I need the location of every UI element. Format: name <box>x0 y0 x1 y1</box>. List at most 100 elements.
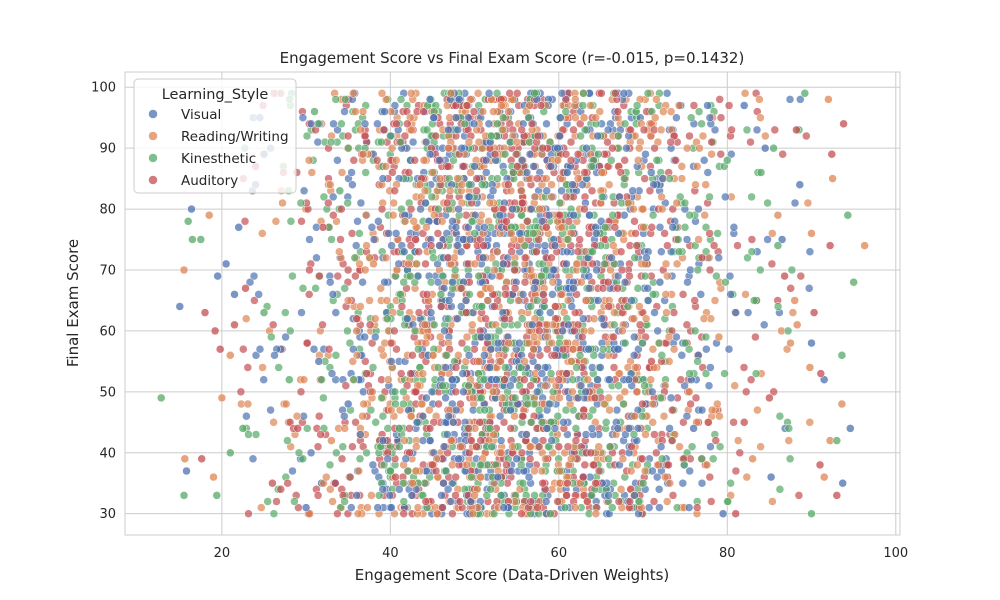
scatter-point <box>605 405 614 415</box>
scatter-point <box>526 302 535 311</box>
scatter-point <box>742 472 752 482</box>
scatter-point <box>731 466 741 476</box>
scatter-point <box>731 509 740 518</box>
scatter-point <box>562 259 571 269</box>
scatter-point <box>368 363 378 372</box>
scatter-point <box>441 363 450 372</box>
scatter-point <box>755 95 764 104</box>
scatter-point <box>510 265 519 275</box>
scatter-point <box>325 460 335 470</box>
scatter-point <box>804 284 814 293</box>
scatter-point <box>456 284 466 293</box>
scatter-point <box>401 454 411 464</box>
scatter-point <box>378 174 388 183</box>
scatter-point <box>305 265 314 275</box>
scatter-point <box>351 107 360 116</box>
scatter-point <box>310 107 319 116</box>
scatter-point <box>306 119 316 129</box>
scatter-point <box>451 472 460 482</box>
scatter-point <box>675 442 684 451</box>
scatter-point <box>584 284 594 293</box>
scatter-point <box>525 101 534 110</box>
scatter-point <box>568 375 578 384</box>
scatter-point <box>638 204 647 214</box>
scatter-point <box>422 125 432 135</box>
scatter-point <box>448 375 457 384</box>
scatter-point <box>396 137 405 147</box>
scatter-point <box>325 277 335 287</box>
scatter-point <box>652 95 661 104</box>
scatter-point <box>268 478 277 488</box>
scatter-point <box>723 497 733 506</box>
scatter-point <box>307 168 317 177</box>
scatter-point <box>441 466 451 476</box>
scatter-point <box>496 271 505 281</box>
scatter-point <box>584 344 593 354</box>
scatter-point <box>652 156 662 165</box>
scatter-point <box>692 162 702 171</box>
scatter-point <box>326 137 336 147</box>
scatter-point <box>396 290 405 299</box>
scatter-point <box>629 430 639 439</box>
scatter-point <box>417 399 427 409</box>
scatter-point <box>716 149 726 159</box>
scatter-point <box>741 387 751 397</box>
scatter-point <box>376 284 385 293</box>
scatter-point <box>485 363 494 372</box>
scatter-point <box>543 344 552 354</box>
scatter-point <box>659 411 669 421</box>
scatter-point <box>469 119 479 129</box>
scatter-point <box>572 259 581 269</box>
scatter-point <box>475 418 484 427</box>
scatter-point <box>421 497 431 506</box>
scatter-point <box>456 442 465 451</box>
scatter-point <box>209 472 218 482</box>
scatter-point <box>361 357 370 366</box>
scatter-point <box>286 217 296 226</box>
scatter-point <box>340 411 349 421</box>
scatter-point <box>819 472 829 482</box>
scatter-point <box>741 290 750 299</box>
scatter-point <box>352 314 361 323</box>
scatter-point <box>379 125 389 135</box>
scatter-point <box>713 229 722 238</box>
scatter-point <box>704 418 713 427</box>
scatter-point <box>794 491 804 500</box>
scatter-point <box>657 192 666 202</box>
scatter-point <box>656 125 666 135</box>
scatter-point <box>485 198 495 208</box>
scatter-point <box>677 162 687 171</box>
scatter-point <box>263 497 272 506</box>
scatter-point <box>639 125 649 135</box>
scatter-point <box>425 149 435 159</box>
scatter-point <box>620 174 629 183</box>
scatter-point <box>839 119 848 129</box>
scatter-point <box>537 369 547 378</box>
scatter-point <box>535 204 544 214</box>
scatter-point <box>421 198 430 208</box>
scatter-point <box>445 186 455 196</box>
scatter-point <box>718 509 728 518</box>
scatter-point <box>518 198 527 208</box>
scatter-point <box>469 107 479 116</box>
scatter-point <box>541 381 550 390</box>
scatter-point <box>538 143 548 153</box>
y-tick-label: 70 <box>99 263 116 278</box>
scatter-point <box>324 198 333 208</box>
scatter-point <box>444 125 453 135</box>
scatter-point <box>451 405 461 415</box>
scatter-point <box>607 156 616 165</box>
scatter-point <box>575 351 585 360</box>
scatter-point <box>395 424 404 433</box>
scatter-point <box>582 296 591 305</box>
scatter-point <box>604 180 614 189</box>
scatter-point <box>578 101 588 110</box>
scatter-point <box>696 290 706 299</box>
scatter-point <box>769 143 778 153</box>
scatter-point <box>435 156 444 165</box>
scatter-point <box>589 314 599 323</box>
scatter-point <box>404 168 414 177</box>
scatter-point <box>627 296 636 305</box>
scatter-point <box>404 259 413 269</box>
scatter-point <box>672 259 682 269</box>
